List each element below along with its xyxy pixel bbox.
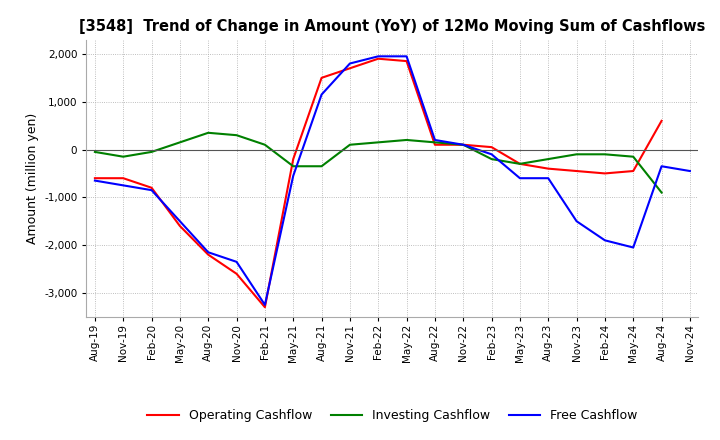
Free Cashflow [261, 302, 269, 308]
Operating Cashflow [374, 56, 382, 61]
Investing Cashflow [402, 137, 411, 143]
Free Cashflow [346, 61, 354, 66]
Free Cashflow [289, 173, 297, 179]
Free Cashflow [685, 169, 694, 174]
Investing Cashflow [91, 149, 99, 154]
Investing Cashflow [204, 130, 212, 136]
Free Cashflow [374, 54, 382, 59]
Title: [3548]  Trend of Change in Amount (YoY) of 12Mo Moving Sum of Cashflows: [3548] Trend of Change in Amount (YoY) o… [79, 19, 706, 34]
Operating Cashflow [289, 157, 297, 162]
Investing Cashflow [572, 152, 581, 157]
Free Cashflow [119, 183, 127, 188]
Investing Cashflow [629, 154, 637, 159]
Y-axis label: Amount (million yen): Amount (million yen) [26, 113, 39, 244]
Free Cashflow [402, 54, 411, 59]
Free Cashflow [91, 178, 99, 183]
Investing Cashflow [657, 190, 666, 195]
Operating Cashflow [176, 224, 184, 229]
Free Cashflow [516, 176, 524, 181]
Investing Cashflow [289, 164, 297, 169]
Operating Cashflow [204, 252, 212, 257]
Investing Cashflow [374, 140, 382, 145]
Investing Cashflow [516, 161, 524, 166]
Operating Cashflow [600, 171, 609, 176]
Investing Cashflow [487, 157, 496, 162]
Investing Cashflow [431, 140, 439, 145]
Investing Cashflow [176, 140, 184, 145]
Operating Cashflow [572, 169, 581, 174]
Operating Cashflow [487, 144, 496, 150]
Line: Operating Cashflow: Operating Cashflow [95, 59, 662, 307]
Operating Cashflow [431, 142, 439, 147]
Operating Cashflow [346, 66, 354, 71]
Investing Cashflow [544, 157, 552, 162]
Free Cashflow [600, 238, 609, 243]
Operating Cashflow [119, 176, 127, 181]
Operating Cashflow [233, 271, 241, 276]
Operating Cashflow [318, 75, 326, 81]
Operating Cashflow [261, 304, 269, 310]
Operating Cashflow [516, 161, 524, 166]
Operating Cashflow [91, 176, 99, 181]
Investing Cashflow [119, 154, 127, 159]
Investing Cashflow [233, 132, 241, 138]
Free Cashflow [233, 259, 241, 264]
Investing Cashflow [148, 149, 156, 154]
Operating Cashflow [402, 59, 411, 64]
Investing Cashflow [346, 142, 354, 147]
Operating Cashflow [459, 142, 467, 147]
Line: Investing Cashflow: Investing Cashflow [95, 133, 662, 193]
Investing Cashflow [600, 152, 609, 157]
Free Cashflow [459, 142, 467, 147]
Free Cashflow [431, 137, 439, 143]
Operating Cashflow [544, 166, 552, 171]
Investing Cashflow [261, 142, 269, 147]
Operating Cashflow [657, 118, 666, 124]
Investing Cashflow [318, 164, 326, 169]
Operating Cashflow [148, 185, 156, 191]
Legend: Operating Cashflow, Investing Cashflow, Free Cashflow: Operating Cashflow, Investing Cashflow, … [143, 404, 642, 427]
Free Cashflow [544, 176, 552, 181]
Operating Cashflow [629, 169, 637, 174]
Investing Cashflow [459, 142, 467, 147]
Free Cashflow [148, 187, 156, 193]
Line: Free Cashflow: Free Cashflow [95, 56, 690, 305]
Free Cashflow [204, 249, 212, 255]
Free Cashflow [487, 152, 496, 157]
Free Cashflow [657, 164, 666, 169]
Free Cashflow [572, 219, 581, 224]
Free Cashflow [176, 219, 184, 224]
Free Cashflow [629, 245, 637, 250]
Free Cashflow [318, 92, 326, 97]
